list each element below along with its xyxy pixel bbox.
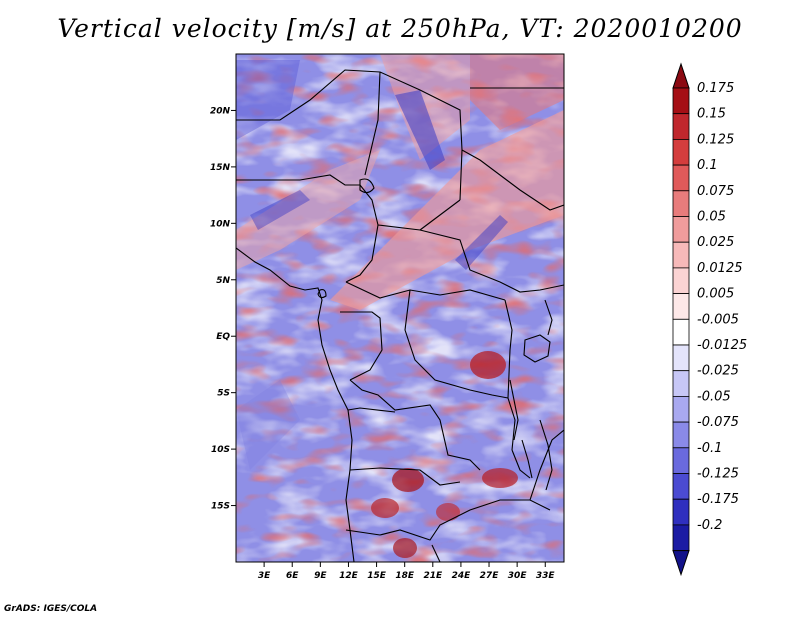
country-boundaries xyxy=(236,69,564,562)
colorbar-label: -0.125 xyxy=(697,467,739,482)
colorbar-segment xyxy=(672,447,690,474)
colorbar-segment xyxy=(672,216,690,243)
colorbar-label: 0.15 xyxy=(697,107,726,122)
colorbar-top-cap xyxy=(672,62,690,89)
lat-tick-label: 5N xyxy=(216,276,230,286)
colorbar: 0.175 0.15 0.125 0.1 0.075 0.05 0.025 0.0125 0.0… xyxy=(672,62,747,577)
colorbar-segment xyxy=(672,138,690,166)
lat-tick-label: EQ xyxy=(216,332,230,342)
colorbar-segment xyxy=(672,293,690,320)
grads-credit: GrADS: IGES/COLA xyxy=(4,604,98,614)
colorbar-segment xyxy=(672,113,690,140)
colorbar-segment xyxy=(672,267,690,294)
colorbar-segment xyxy=(672,87,690,115)
colorbar-segment xyxy=(672,370,690,397)
colorbar-label: 0.125 xyxy=(697,132,734,147)
colorbar-segment xyxy=(672,395,690,423)
lon-tick-label: 3E xyxy=(258,571,271,581)
colorbar-label: 0.175 xyxy=(697,81,734,96)
lat-tick-label: 20N xyxy=(210,106,231,116)
lon-tick-label: 15E xyxy=(367,571,387,581)
latitude-axis: 20N 15N 10N 5N EQ 5S 10S 15S xyxy=(210,106,236,512)
velocity-field xyxy=(236,54,564,562)
lon-tick-label: 33E xyxy=(536,571,556,581)
lat-tick-label: 5S xyxy=(217,389,230,399)
colorbar-label: -0.005 xyxy=(697,312,739,327)
colorbar-label: -0.075 xyxy=(697,415,739,430)
colorbar-bottom-cap xyxy=(672,550,690,577)
colorbar-segment xyxy=(672,164,690,192)
colorbar-segment xyxy=(672,524,690,552)
colorbar-label: 0.025 xyxy=(697,235,734,250)
colorbar-segment xyxy=(672,498,690,526)
colorbar-label: 0.0125 xyxy=(697,261,743,276)
colorbar-segment xyxy=(672,421,690,449)
lon-tick-label: 12E xyxy=(339,571,359,581)
lon-tick-label: 18E xyxy=(395,571,415,581)
longitude-axis: 3E 6E 9E 12E 15E 18E 21E 24E 27E 30E 33E xyxy=(258,562,556,581)
colorbar-label: 0.05 xyxy=(697,210,726,225)
colorbar-segment xyxy=(672,473,690,500)
colorbar-segment xyxy=(672,241,690,269)
colorbar-segment xyxy=(672,190,690,217)
lat-tick-label: 15N xyxy=(210,163,231,173)
colorbar-label: -0.05 xyxy=(697,389,731,404)
colorbar-label: -0.0125 xyxy=(697,338,747,353)
lat-tick-label: 15S xyxy=(211,502,230,512)
colorbar-label: -0.1 xyxy=(697,441,722,456)
colorbar-label: -0.2 xyxy=(697,518,722,533)
lon-tick-label: 6E xyxy=(286,571,299,581)
lon-tick-label: 24E xyxy=(452,571,472,581)
lat-tick-label: 10N xyxy=(210,219,231,229)
lon-tick-label: 9E xyxy=(314,571,327,581)
lon-tick-label: 27E xyxy=(480,571,500,581)
chart-title: Vertical velocity [m/s] at 250hPa, VT: 2… xyxy=(57,14,743,43)
colorbar-segment xyxy=(672,344,690,372)
colorbar-label: 0.1 xyxy=(697,158,718,173)
colorbar-label: 0.005 xyxy=(697,287,734,302)
lat-tick-label: 10S xyxy=(211,445,230,455)
colorbar-label: -0.025 xyxy=(697,364,739,379)
colorbar-segment xyxy=(672,318,690,346)
lon-tick-label: 30E xyxy=(508,571,528,581)
colorbar-label: 0.075 xyxy=(697,184,734,199)
map-frame xyxy=(235,53,565,563)
colorbar-label: -0.175 xyxy=(697,492,739,507)
lon-tick-label: 21E xyxy=(423,571,443,581)
